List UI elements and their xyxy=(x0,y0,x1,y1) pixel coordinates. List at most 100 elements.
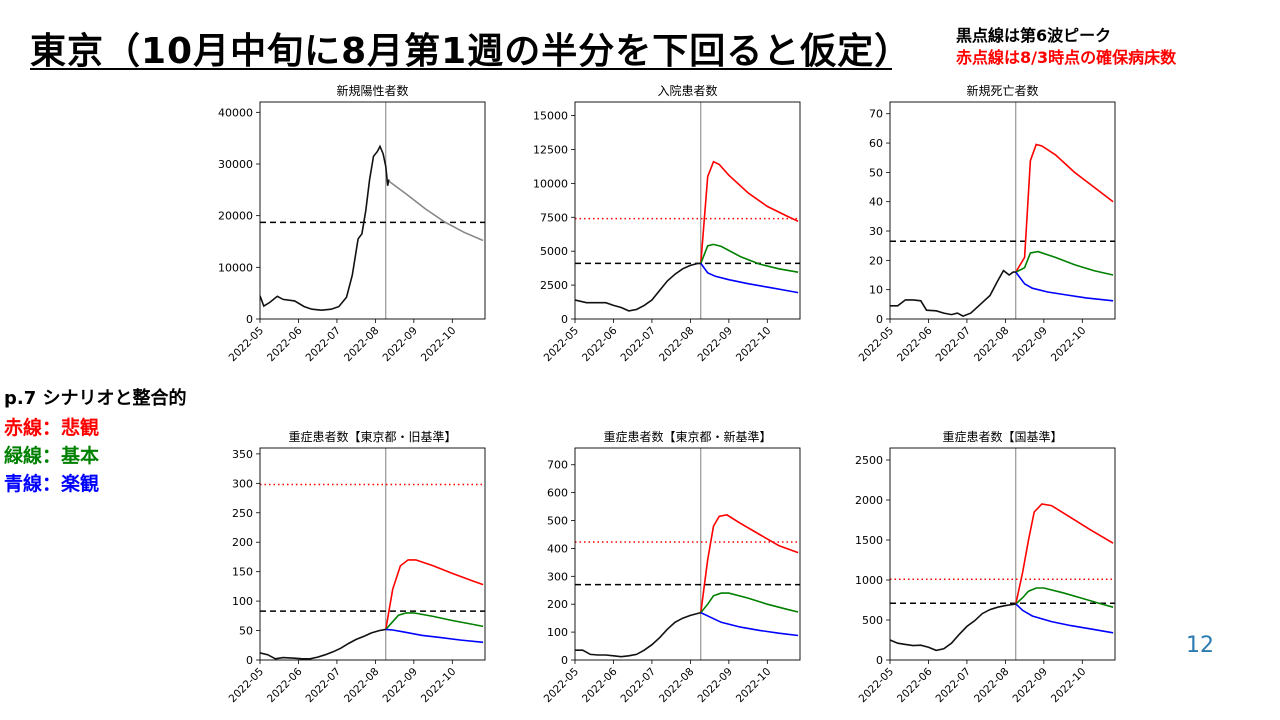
pessimistic-line xyxy=(1015,503,1114,605)
x-tick-label: 2022-06 xyxy=(580,665,620,705)
x-tick-label: 2022-09 xyxy=(695,666,735,706)
actual-line xyxy=(260,628,386,660)
y-tick-label: 40000 xyxy=(218,106,253,119)
x-tick-label: 2022-10 xyxy=(419,666,459,706)
chart-inpatients: 入院患者数 0 2500 5000 7500 10000 12500 15000 2022-05… xyxy=(533,83,801,365)
y-tick-label: 200 xyxy=(547,598,568,611)
x-tick-label: 2022-10 xyxy=(734,666,774,706)
y-tick-label: 300 xyxy=(547,570,568,583)
legend-base: 緑線：基本 xyxy=(4,445,100,467)
x-tick-label: 2022-09 xyxy=(380,666,420,706)
y-tick-label: 0 xyxy=(561,654,568,667)
plot-frame xyxy=(259,101,486,320)
y-tick-label: 7500 xyxy=(540,211,568,224)
y-tick-label: 10 xyxy=(869,284,883,297)
y-tick-label: 1500 xyxy=(855,534,883,547)
x-tick-label: 2022-07 xyxy=(304,325,344,365)
x-tick-label: 2022-06 xyxy=(580,324,620,364)
y-tick-label: 300 xyxy=(232,477,253,490)
y-tick-label: 10000 xyxy=(218,261,253,274)
x-tick-label: 2022-06 xyxy=(895,324,935,364)
chart-title: 新規死亡者数 xyxy=(966,83,1038,98)
y-tick-label: 500 xyxy=(547,515,568,528)
plot-area xyxy=(260,448,485,660)
plot-frame xyxy=(889,447,1116,661)
plot-area xyxy=(890,448,1115,660)
chart-severe-tokyo-new: 重症患者数【東京都・新基準】 0 100 200 300 400 500 600 700 2022… xyxy=(542,429,801,706)
pessimistic-line xyxy=(700,514,799,613)
x-tick-label: 2022-05 xyxy=(227,666,267,706)
plot-frame xyxy=(574,447,801,661)
y-tick-label: 100 xyxy=(547,626,568,639)
chart-severe-national: 重症患者数【国基準】050010001500200025002022-05202… xyxy=(855,429,1116,706)
y-tick-label: 5000 xyxy=(540,245,568,258)
x-tick-label: 2022-07 xyxy=(619,325,659,365)
y-tick-label: 15000 xyxy=(533,110,568,123)
y-tick-label: 20 xyxy=(869,254,883,267)
y-tick-label: 0 xyxy=(246,313,253,326)
x-tick-label: 2022-09 xyxy=(380,325,420,365)
plot-frame xyxy=(889,101,1116,320)
base-line xyxy=(1015,250,1114,276)
x-tick-label: 2022-09 xyxy=(695,325,735,365)
chart-severe-tokyo-old: 重症患者数【東京都・旧基準】 0 50 100 150 200 250 300 350 2022-… xyxy=(227,429,486,706)
actual-line xyxy=(890,269,1016,317)
y-tick-label: 60 xyxy=(869,137,883,150)
note-red-dotted: 赤点線は8/3時点の確保病床数 xyxy=(956,48,1177,67)
x-tick-label: 2022-08 xyxy=(657,325,697,365)
y-tick-label: 150 xyxy=(232,566,253,579)
y-tick-label: 2000 xyxy=(855,494,883,507)
chart-title: 重症患者数【東京都・新基準】 xyxy=(603,429,771,444)
plot-area xyxy=(575,102,800,319)
plot-area xyxy=(575,448,800,660)
y-tick-label: 0 xyxy=(246,654,253,667)
y-tick-label: 200 xyxy=(232,536,253,549)
x-tick-label: 2022-06 xyxy=(265,324,305,364)
y-tick-label: 500 xyxy=(862,614,883,627)
y-tick-label: 0 xyxy=(876,313,883,326)
x-tick-label: 2022-10 xyxy=(734,325,774,365)
legend-pessimistic: 赤線：悲観 xyxy=(4,417,100,439)
page-number: 12 xyxy=(1186,633,1214,658)
chart-new-deaths: 新規死亡者数0102030405060702022-052022-062022-… xyxy=(857,83,1116,365)
x-tick-label: 2022-05 xyxy=(857,325,897,365)
y-tick-label: 20000 xyxy=(218,210,253,223)
plot-frame xyxy=(259,447,486,661)
x-tick-label: 2022-06 xyxy=(265,665,305,705)
chart-title: 重症患者数【国基準】 xyxy=(942,429,1062,444)
y-tick-label: 10000 xyxy=(533,177,568,190)
actual-line xyxy=(575,611,702,658)
optimistic-line xyxy=(700,611,799,637)
y-tick-label: 70 xyxy=(869,108,883,121)
y-tick-label: 0 xyxy=(876,654,883,667)
x-tick-label: 2022-10 xyxy=(419,325,459,365)
x-tick-label: 2022-10 xyxy=(1049,325,1089,365)
y-tick-label: 0 xyxy=(561,313,568,326)
legend-optimistic: 青線：楽観 xyxy=(4,473,100,495)
x-tick-label: 2022-05 xyxy=(857,666,897,706)
y-tick-label: 30 xyxy=(869,225,883,238)
base-line xyxy=(1015,587,1114,608)
x-tick-label: 2022-09 xyxy=(1010,325,1050,365)
actual-line xyxy=(575,262,701,312)
y-tick-label: 600 xyxy=(547,487,568,500)
y-tick-label: 50 xyxy=(869,166,883,179)
x-tick-label: 2022-05 xyxy=(227,325,267,365)
actual-line xyxy=(260,144,390,312)
x-tick-label: 2022-08 xyxy=(972,325,1012,365)
pessimistic-line xyxy=(385,559,484,630)
projection-line xyxy=(388,180,484,242)
x-tick-label: 2022-06 xyxy=(895,665,935,705)
chart-title: 新規陽性者数 xyxy=(336,83,408,98)
y-tick-label: 100 xyxy=(232,595,253,608)
optimistic-line xyxy=(1015,271,1114,302)
y-tick-label: 2500 xyxy=(540,279,568,292)
optimistic-line xyxy=(1015,603,1114,634)
optimistic-line xyxy=(700,262,799,294)
chart-title: 重症患者数【東京都・旧基準】 xyxy=(288,429,456,444)
actual-line xyxy=(890,603,1016,652)
plot-area xyxy=(890,102,1115,319)
y-tick-label: 350 xyxy=(232,448,253,461)
x-tick-label: 2022-08 xyxy=(972,666,1012,706)
y-tick-label: 1000 xyxy=(855,574,883,587)
